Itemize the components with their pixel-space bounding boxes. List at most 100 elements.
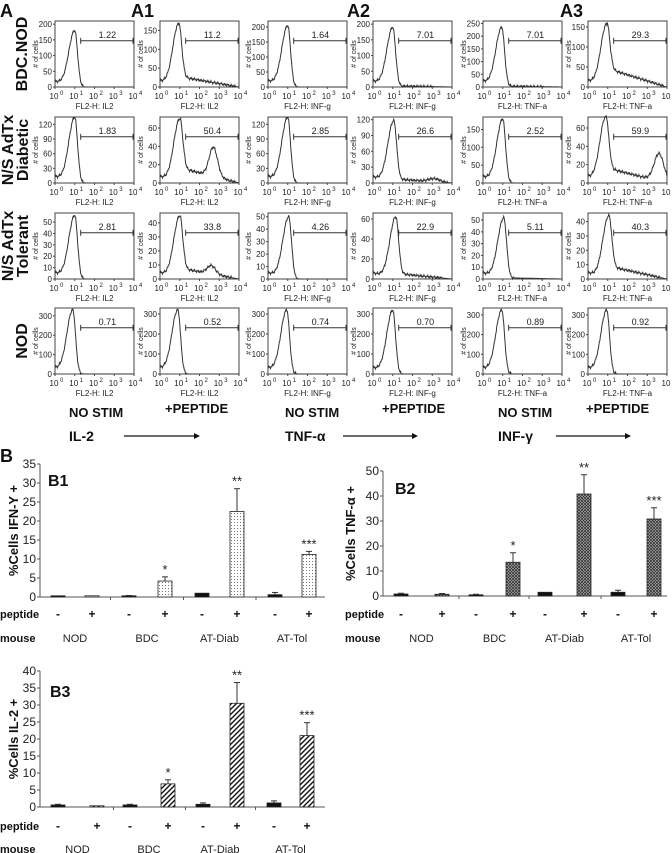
x-tick-label: 10 [368, 188, 377, 197]
peptide-label: +PEPTIDE [165, 401, 229, 416]
x-tick-exponent: 0 [378, 187, 382, 193]
x-tick-label: 10 [497, 284, 506, 293]
bar-chart-b1: 0 5 10 15 20 25 30 35%Cells IFN-Y + B1 - + - * + - ** + -… [0, 457, 325, 645]
y-tick-label: 30 [43, 241, 52, 250]
x-tick-label: 10 [129, 92, 138, 101]
histogram-curve [54, 214, 134, 280]
x-tick-label: 10 [642, 379, 651, 388]
x-tick-exponent: 0 [165, 91, 169, 97]
x-tick-label: 10 [557, 188, 566, 197]
bar [84, 595, 100, 598]
y-tick-label: 300 [357, 310, 371, 319]
significance-marker: ** [232, 474, 242, 489]
peptide-row-header: peptide [0, 821, 39, 833]
y-tick-label: 300 [252, 310, 266, 319]
y-tick-label: 10 [43, 264, 52, 273]
y-tick-label: 50 [576, 63, 585, 72]
y-axis-label: # of cells [566, 40, 573, 68]
histogram-curve [587, 21, 668, 88]
y-tick-label: 20 [148, 247, 157, 256]
plot-frame [159, 307, 240, 375]
plot-frame [267, 20, 348, 88]
y-tick-label: 200 [144, 330, 158, 339]
x-axis-label: FL2-H: IL2 [76, 198, 114, 207]
x-tick-exponent: 2 [100, 283, 104, 289]
x-tick-label: 10 [497, 92, 506, 101]
y-tick-label: 120 [357, 116, 371, 125]
x-tick-exponent: 1 [508, 378, 512, 384]
y-axis-label: # of cells [246, 136, 253, 164]
x-tick-label: 10 [89, 92, 98, 101]
y-tick-label: 15 [23, 533, 37, 547]
x-axis-label: FL2-H: TNF-a [498, 102, 548, 111]
peptide-sign: + [509, 607, 516, 621]
y-tick-label: 100 [39, 351, 53, 360]
mouse-group-label: AT-Diab [201, 844, 240, 853]
significance-marker: *** [646, 493, 661, 508]
y-tick-label: 0 [476, 83, 481, 92]
y-tick-label: 25 [23, 495, 37, 509]
x-tick-label: 10 [263, 379, 272, 388]
y-tick-label: 30 [366, 514, 380, 528]
gate-percentage: 2.81 [99, 222, 117, 232]
y-tick-label: 100 [572, 43, 586, 52]
y-axis-label: # of cells [351, 327, 358, 355]
x-tick-label: 10 [478, 284, 487, 293]
y-axis-label: # of cells [461, 136, 468, 164]
x-tick-label: 10 [194, 379, 203, 388]
histogram-curve [54, 29, 134, 88]
x-tick-exponent: 4 [567, 187, 571, 193]
x-tick-label: 10 [263, 284, 272, 293]
x-tick-label: 10 [155, 188, 164, 197]
x-tick-label: 10 [342, 92, 351, 101]
histogram-curve [482, 308, 562, 375]
y-tick-label: 150 [252, 38, 266, 47]
cytokine-label: IL-2 [69, 428, 94, 444]
y-tick-label: 40 [43, 229, 52, 238]
peptide-sign: - [127, 607, 131, 621]
y-tick-label: 30 [256, 164, 265, 173]
x-axis-label: FL2-H: TNF-a [498, 294, 548, 303]
panel-label-b: B [0, 446, 13, 466]
x-tick-label: 10 [89, 188, 98, 197]
x-tick-label: 10 [642, 92, 651, 101]
x-tick-exponent: 2 [100, 378, 104, 384]
gate-percentage: 0.70 [417, 317, 435, 327]
gate-percentage: 0.74 [312, 317, 330, 327]
x-tick-exponent: 1 [508, 283, 512, 289]
bar [195, 803, 211, 808]
x-tick-label: 10 [447, 92, 456, 101]
peptide-sign: - [474, 607, 478, 621]
x-tick-exponent: 4 [352, 91, 356, 97]
x-tick-exponent: 3 [437, 187, 441, 193]
y-axis-label: # of cells [138, 40, 145, 68]
panel-label-a: A [0, 1, 13, 21]
x-tick-exponent: 2 [528, 378, 532, 384]
bar [537, 591, 553, 597]
y-tick-label: 40 [256, 225, 265, 234]
x-tick-label: 10 [234, 92, 243, 101]
x-tick-exponent: 0 [593, 187, 597, 193]
bar [299, 735, 315, 808]
y-tick-label: 0 [261, 370, 266, 379]
peptide-sign: - [200, 607, 204, 621]
x-tick-exponent: 1 [80, 91, 84, 97]
row-label-line: BDC.NOD [14, 17, 31, 92]
x-tick-label: 10 [662, 284, 671, 293]
x-tick-exponent: 2 [418, 378, 422, 384]
x-tick-exponent: 0 [165, 378, 169, 384]
x-tick-exponent: 3 [652, 378, 656, 384]
x-tick-exponent: 4 [567, 283, 571, 289]
y-axis-title: %Cells IFN-Y + [6, 485, 21, 577]
plot-frame [54, 20, 135, 88]
x-tick-label: 10 [129, 284, 138, 293]
y-tick-label: 0 [153, 83, 158, 92]
gate-percentage: 26.6 [417, 126, 435, 136]
chart-title: B1 [48, 473, 69, 490]
